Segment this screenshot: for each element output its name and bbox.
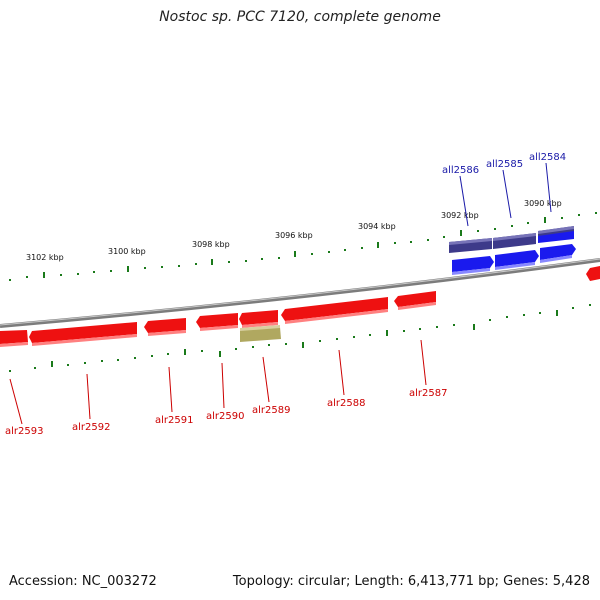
genome-title: Nostoc sp. PCC 7120, complete genome <box>159 9 441 25</box>
gene-arrow-blue-1[interactable] <box>452 256 494 272</box>
gene-arrow-alr2590[interactable] <box>196 313 238 328</box>
feature-olive-bar[interactable] <box>240 327 281 342</box>
kbp-label-3090: 3090 kbp <box>524 199 562 208</box>
forward-genes <box>0 266 600 347</box>
gene-arrow-alr2593-shadow <box>0 342 28 347</box>
genome-stats-label: Topology: circular; Length: 6,413,771 bp… <box>232 574 590 589</box>
leader-lines-blue <box>459 162 552 227</box>
accession-label: Accession: NC_003272 <box>9 574 157 589</box>
gene-label-alr2589[interactable]: alr2589 <box>252 405 290 416</box>
genome-backbone <box>0 258 600 328</box>
gene-arrow-blue-2[interactable] <box>495 250 539 267</box>
gene-label-alr2590[interactable]: alr2590 <box>206 411 244 422</box>
feature-olive-bar-top <box>240 325 280 331</box>
gene-label-alr2592[interactable]: alr2592 <box>72 422 110 433</box>
reverse-genes-upper <box>449 226 574 253</box>
gene-label-alr2587[interactable]: alr2587 <box>409 388 447 399</box>
gene-arrow-alr2588[interactable] <box>281 297 388 321</box>
gene-label-alr2588[interactable]: alr2588 <box>327 398 365 409</box>
gene-label-all2585[interactable]: all2585 <box>486 159 523 170</box>
gene-arrow-alr2587[interactable] <box>394 291 436 307</box>
gene-label-all2586[interactable]: all2586 <box>442 165 479 176</box>
gene-arrow-alr2590-shadow <box>200 325 238 331</box>
gene-bar-all2585-top <box>493 233 536 241</box>
gene-arrow-blue-2-shadow <box>495 262 535 270</box>
gene-bar-all2586-top <box>449 238 492 245</box>
gene-arrow-blue-3[interactable] <box>540 244 576 260</box>
kbp-label-3094: 3094 kbp <box>358 222 396 231</box>
kbp-label-3102: 3102 kbp <box>26 253 64 262</box>
gene-arrow-edge[interactable] <box>586 266 600 281</box>
upper-tick-row <box>9 212 597 281</box>
gene-bar-all2584-top <box>538 226 574 234</box>
gene-arrow-alr2588-shadow <box>285 309 388 324</box>
gene-arrow-alr2591[interactable] <box>144 318 186 333</box>
gene-arrow-alr2591-shadow <box>148 330 186 336</box>
gene-arrow-alr2589[interactable] <box>239 310 278 325</box>
kbp-label-3096: 3096 kbp <box>275 231 313 240</box>
gene-label-alr2591[interactable]: alr2591 <box>155 415 193 426</box>
gene-arrow-blue-1-shadow <box>452 268 490 275</box>
gene-label-alr2593[interactable]: alr2593 <box>5 426 43 437</box>
reverse-genes-lower <box>452 244 576 275</box>
gene-arrow-alr2589-shadow <box>242 322 278 328</box>
gene-arrow-alr2592[interactable] <box>29 322 137 343</box>
gene-arrow-alr2593[interactable] <box>0 330 28 344</box>
lower-tick-row <box>9 304 591 372</box>
gene-bar-all2584-blue <box>538 231 574 243</box>
gene-arrow-alr2587-shadow <box>398 302 436 310</box>
kbp-label-3100: 3100 kbp <box>108 247 146 256</box>
gene-arrow-alr2592-shadow <box>32 334 137 346</box>
gene-label-all2584[interactable]: all2584 <box>529 152 566 163</box>
gene-arrow-blue-3-shadow <box>540 255 572 263</box>
kbp-label-3098: 3098 kbp <box>192 240 230 249</box>
genome-backbone-highlight <box>0 258 600 326</box>
leader-lines-red <box>9 339 427 425</box>
kbp-label-3092: 3092 kbp <box>441 211 479 220</box>
